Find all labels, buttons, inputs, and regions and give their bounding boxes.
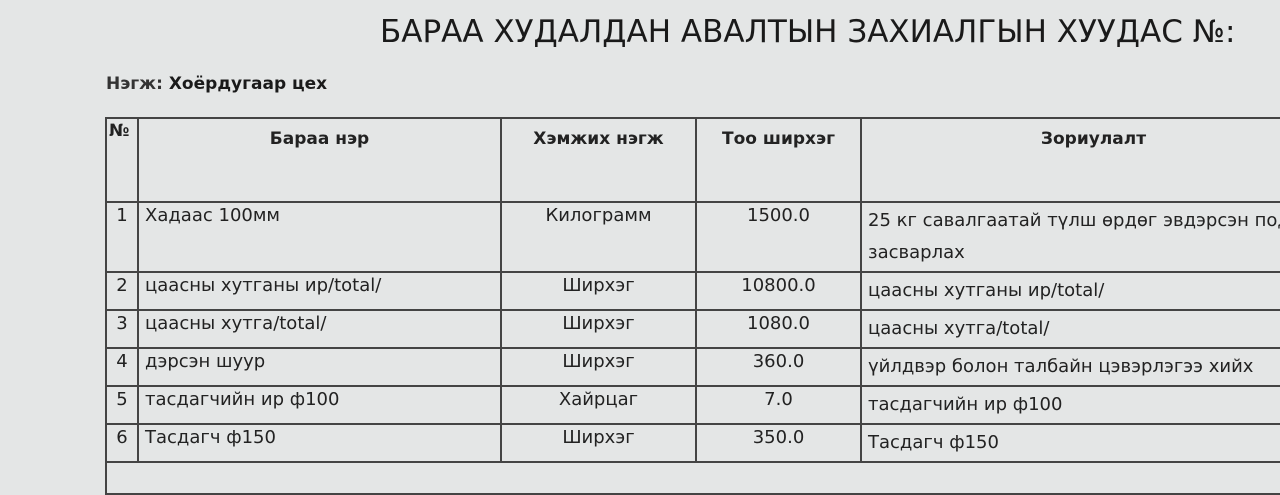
column-header: Тоо ширхэг — [695, 117, 862, 203]
table-cell: цаасны хутга/total/ — [860, 309, 1280, 349]
column-header: Зориулалт — [860, 117, 1280, 203]
table-cell: цаасны хутганы ир/total/ — [137, 271, 502, 311]
blank-cell — [105, 461, 1280, 495]
order-table: № Бараа нэр Хэмжих нэгж Тоо ширхэг Зориулалт… — [105, 117, 1280, 495]
table-cell: 1 — [105, 201, 139, 273]
column-header: Бараа нэр — [137, 117, 502, 203]
title: БАРАА ХУДАЛДАН АВАЛТЫН ЗАХИАЛГЫН ХУУДАС … — [380, 14, 1236, 50]
table-cell: Хадаас 100мм — [137, 201, 502, 273]
table-cell: Ширхэг — [500, 309, 697, 349]
table-row: 2 цаасны хутганы ир/total/Ширхэг 10800.0 ца… — [105, 271, 1280, 311]
table-cell: 10800.0 — [695, 271, 862, 311]
table-cell: Тасдагч ф150 — [860, 423, 1280, 463]
table-cell: 6 — [105, 423, 139, 463]
page: БАРАА ХУДАЛДАН АВАЛТЫН ЗАХИАЛГЫН ХУУДАС … — [105, 14, 1280, 495]
table-cell: тасдагчийн ир ф100 — [137, 385, 502, 425]
column-header: № — [105, 117, 139, 203]
header-row: № Бараа нэр Хэмжих нэгж Тоо ширхэг Зориулалт — [105, 117, 1280, 203]
table-cell: Тасдагч ф150 — [137, 423, 502, 463]
table-cell: 4 — [105, 347, 139, 387]
unit-label: Нэгж: — [106, 74, 163, 94]
blank-row — [105, 461, 1280, 495]
table-cell: Ширхэг — [500, 271, 697, 311]
column-header: Хэмжих нэгж — [500, 117, 697, 203]
table-cell: Килограмм — [500, 201, 697, 273]
table-cell: 3 — [105, 309, 139, 349]
table-cell: Ширхэг — [500, 347, 697, 387]
table-cell: тасдагчийн ир ф100 — [860, 385, 1280, 425]
table-row: 1 Хадаас 100мм Килограмм 1500.0 25 кг савалг… — [105, 201, 1280, 273]
table-cell: цаасны хутга/total/ — [137, 309, 502, 349]
unit-value: Хоёрдугаар цех — [168, 74, 328, 94]
table-cell: 350.0 — [695, 423, 862, 463]
table-cell: 7.0 — [695, 385, 862, 425]
table-row: 3 цаасны хутга/total/Ширхэг 1080.0 цаасны х… — [105, 309, 1280, 349]
table-cell: үйлдвэр болон талбайн цэвэрлэгээ хийх — [860, 347, 1280, 387]
table-cell: дэрсэн шуур — [137, 347, 502, 387]
table-cell: 5 — [105, 385, 139, 425]
table-cell: Ширхэг — [500, 423, 697, 463]
table-cell: 2 — [105, 271, 139, 311]
unit-line: Нэгж: Хоёрдугаар цех — [106, 74, 327, 94]
table-row: 5 тасдагчийн ир ф100 Хайрцаг 7.0 тасдагчийн … — [105, 385, 1280, 425]
table-cell: цаасны хутганы ир/total/ — [860, 271, 1280, 311]
table-cell: 360.0 — [695, 347, 862, 387]
table-cell: 1500.0 — [695, 201, 862, 273]
table-row: 6 Тасдагч ф150 Ширхэг 350.0 Тасдагч ф150 — [105, 423, 1280, 463]
table-row: 4 дэрсэн шуур Ширхэг 360.0 үйлдвэр болон тал… — [105, 347, 1280, 387]
table-cell: 25 кг савалгаатай түлш өрдөг эвдэрсэн по… — [860, 201, 1280, 273]
table-cell: 1080.0 — [695, 309, 862, 349]
table-cell: Хайрцаг — [500, 385, 697, 425]
